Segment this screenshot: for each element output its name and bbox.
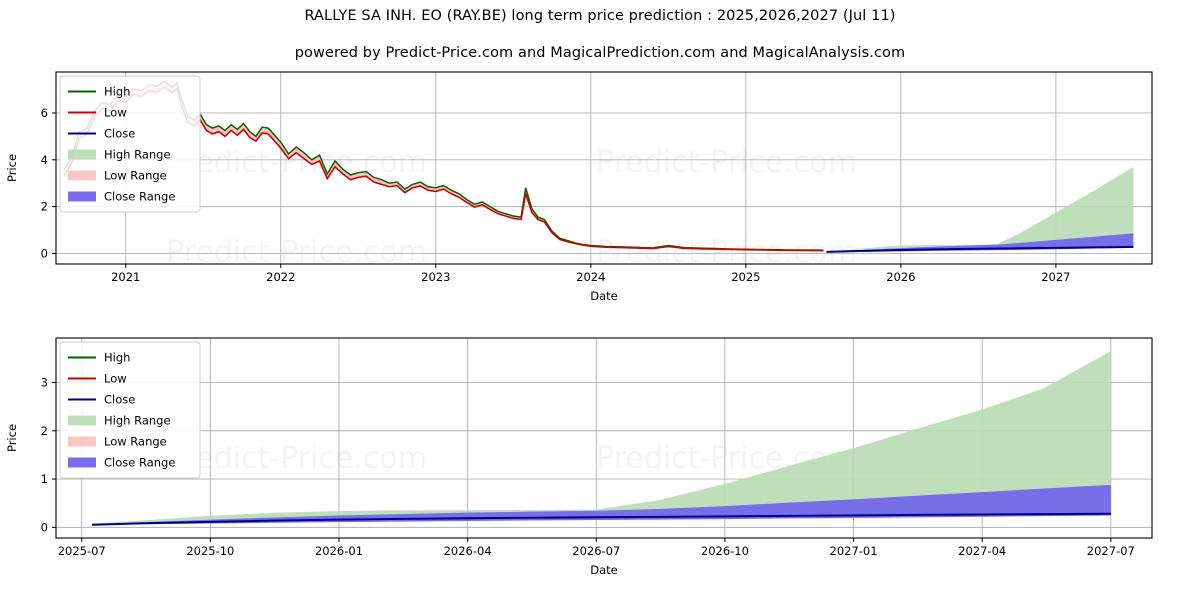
y-axis-label: Price — [5, 154, 19, 182]
legend-label: High — [104, 85, 130, 99]
legend-label: Close Range — [104, 190, 175, 204]
watermark-text: Predict-Price.com — [596, 235, 857, 270]
plot-border — [55, 337, 1153, 539]
x-tick-label: 2027 — [1041, 270, 1070, 284]
close-forecast-line — [91, 512, 1111, 526]
legend-label: High — [104, 351, 130, 365]
y-tick-label: 4 — [41, 153, 48, 167]
plot-border — [55, 71, 1153, 265]
legend-label: Close — [104, 127, 135, 141]
y-tick-label: 6 — [41, 106, 48, 120]
x-tick-label: 2022 — [266, 270, 295, 284]
x-tick-label: 2026-07 — [572, 544, 620, 558]
legend-label: Low Range — [104, 435, 167, 449]
y-tick-label: 3 — [41, 375, 48, 389]
overview-chart: Predict-Price.com Predict-Price.com Predic… — [5, 71, 1153, 303]
watermark-text: Predict-Price.com — [166, 441, 427, 476]
plot-area — [91, 351, 1111, 526]
x-axis-label: Date — [590, 563, 618, 577]
x-tick-label: 2023 — [421, 270, 450, 284]
legend-label: Low Range — [104, 169, 167, 183]
y-tick-label: 2 — [41, 424, 48, 438]
legend-label: Low — [104, 106, 127, 120]
x-tick-label: 2026-04 — [444, 544, 492, 558]
legend-label: High Range — [104, 148, 171, 162]
legend-swatch-patch — [68, 149, 96, 160]
legend-label: Close Range — [104, 456, 175, 470]
y-axis-label: Price — [5, 424, 19, 452]
x-tick-label: 2026-10 — [701, 544, 749, 558]
x-tick-label: 2027-04 — [958, 544, 1006, 558]
y-tick-label: 0 — [41, 520, 48, 534]
page-title: RALLYE SA INH. EO (RAY.BE) long term pri… — [304, 8, 896, 24]
watermark-text: Predict-Price.com — [166, 235, 427, 270]
axes: 0 2 4 6 2021 2022 2023 2024 2025 2026 2027 Date Pric… — [5, 106, 1071, 303]
chart-legend: High Low Close High Range Low Range Close Ran… — [59, 75, 201, 213]
page-subtitle: powered by Predict-Price.com and Magical… — [294, 45, 906, 61]
chart-legend: High Low Close High Range Low Range Close Ran… — [59, 341, 201, 479]
legend-swatch-patch — [68, 170, 96, 181]
x-tick-label: 2026-01 — [315, 544, 363, 558]
legend-swatch-patch — [68, 457, 96, 468]
watermark-layer: Predict-Price.com Predict-Price.com Predic… — [166, 145, 857, 270]
x-tick-label: 2025 — [731, 270, 760, 284]
x-tick-label: 2026 — [886, 270, 915, 284]
x-tick-label: 2025-10 — [186, 544, 234, 558]
close-forecast-line — [826, 245, 1134, 253]
x-tick-label: 2025-07 — [58, 544, 106, 558]
legend-swatch-patch — [68, 436, 96, 447]
legend-label: Low — [104, 372, 127, 386]
x-tick-label: 2021 — [111, 270, 140, 284]
axes: 0 1 2 3 2025-07 2025-10 2026-01 2026-04 2026-07 2… — [5, 375, 1135, 577]
x-tick-label: 2024 — [576, 270, 605, 284]
watermark-text: Predict-Price.com — [596, 145, 857, 180]
watermark-layer: Predict-Price.comPredict-Price.com — [166, 441, 857, 476]
legend-label: High Range — [104, 414, 171, 428]
legend-label: Close — [104, 393, 135, 407]
high-range-band — [826, 166, 1134, 253]
high-range-band — [92, 351, 1111, 525]
x-tick-label: 2027-01 — [830, 544, 878, 558]
x-axis-label: Date — [590, 289, 618, 303]
legend-swatch-patch — [68, 415, 96, 426]
y-tick-label: 1 — [41, 472, 48, 486]
y-tick-label: 2 — [41, 200, 48, 214]
y-tick-label: 0 — [41, 246, 48, 260]
x-tick-label: 2027-07 — [1087, 544, 1135, 558]
forecast-detail-chart: Predict-Price.comPredict-Price.com 0 1 2 3 20… — [5, 337, 1153, 577]
legend-swatch-patch — [68, 191, 96, 202]
